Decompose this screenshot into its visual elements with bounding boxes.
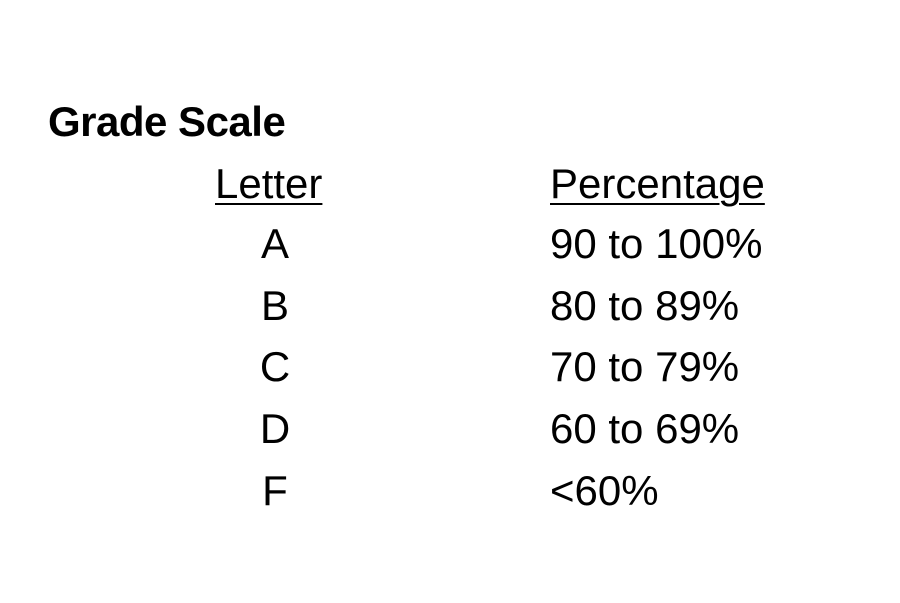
column-header-letter: Letter	[215, 160, 323, 207]
letter-cell: A	[260, 220, 289, 267]
letter-cell: D	[259, 405, 291, 452]
page-title: Grade Scale	[48, 98, 286, 145]
letter-cell: C	[259, 343, 291, 390]
percentage-cell: <60%	[550, 467, 659, 514]
table-row: A 90 to 100%	[0, 220, 900, 280]
letter-cell: F	[262, 467, 288, 514]
percentage-cell: 70 to 79%	[550, 343, 740, 390]
percentage-cell: 60 to 69%	[550, 405, 740, 452]
percentage-cell: 90 to 100%	[550, 220, 763, 267]
table-row: D 60 to 69%	[0, 405, 900, 465]
letter-cell: B	[260, 282, 289, 329]
table-row: F <60%	[0, 467, 900, 527]
percentage-cell: 80 to 89%	[550, 282, 740, 329]
table-row: C 70 to 79%	[0, 343, 900, 403]
column-header-percentage: Percentage	[550, 160, 765, 207]
table-row: B 80 to 89%	[0, 282, 900, 342]
